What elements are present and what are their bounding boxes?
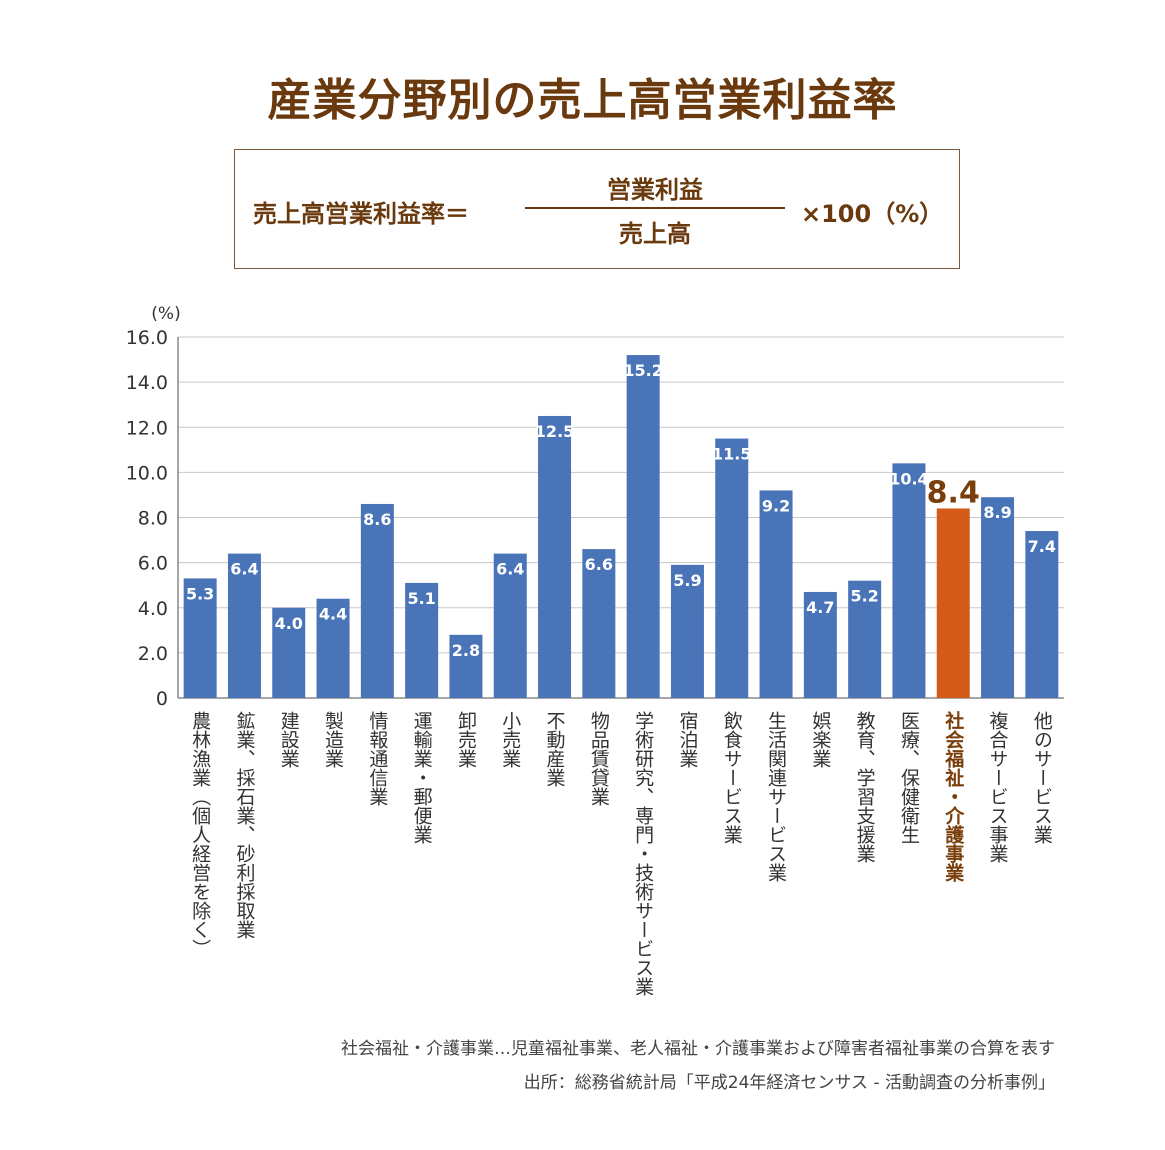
formula-denominator: 売上高 (619, 220, 691, 248)
y-tick-label: 8.0 (138, 508, 168, 530)
bar (582, 549, 616, 698)
bar (981, 497, 1015, 698)
bar (759, 490, 793, 698)
bar-value-label: 10.4 (889, 469, 928, 488)
y-tick-label: 12.0 (126, 417, 168, 439)
x-category-label: 教育、学習支援業 (854, 711, 876, 863)
x-category-label: 医療、保健衛生 (898, 711, 920, 844)
x-category-label: 製造業 (322, 711, 344, 768)
formula-rhs: ×100（%） (801, 200, 944, 228)
bar-value-label: 9.2 (762, 496, 790, 515)
x-category-label: 複合サービス事業 (987, 711, 1009, 863)
formula-numerator: 営業利益 (607, 176, 703, 204)
bar-value-label: 11.5 (712, 445, 751, 464)
x-category-label: 物品賃貸業 (588, 711, 610, 806)
x-category-label: 農林漁業（個人経営を除く） (189, 711, 211, 958)
bar (936, 508, 970, 698)
bar (360, 503, 394, 698)
bar-value-label: 4.7 (806, 598, 834, 617)
x-category-label: 生活関連サービス業 (765, 711, 787, 882)
bar (227, 553, 261, 698)
bar-value-label: 8.9 (983, 503, 1011, 522)
bar-value-label: 6.4 (230, 560, 258, 579)
bar-value-label: 5.2 (850, 587, 878, 606)
y-unit-label: (%) (151, 304, 180, 324)
bar (493, 553, 527, 698)
bar (538, 415, 572, 698)
bar-value-label: 7.4 (1028, 537, 1056, 556)
x-category-label: 娯楽業 (809, 711, 831, 768)
bar (1025, 531, 1059, 698)
x-category-label: 他のサービス業 (1031, 711, 1053, 844)
formula-lhs: 売上高営業利益率＝ (253, 200, 469, 228)
bar-value-label: 12.5 (535, 422, 574, 441)
x-category-label: 不動産業 (544, 711, 566, 787)
bar (272, 607, 306, 698)
y-tick-label: 4.0 (138, 598, 168, 620)
bar-chart: 0 2.0 4.0 6.0 8.0 10.0 12.0 14.0 16.0 (%) 5.3 農林漁業（… (126, 304, 1064, 996)
x-category-label: 卸売業 (455, 711, 477, 768)
bar-value-label: 5.3 (186, 584, 214, 603)
y-tick-label: 14.0 (126, 372, 168, 394)
bar (670, 564, 704, 698)
bar (405, 582, 439, 698)
x-category-label: 運輸業・郵便業 (411, 711, 433, 844)
bar-value-label: 15.2 (623, 361, 662, 380)
x-category-label: 小売業 (499, 711, 521, 768)
formula-fraction-line (525, 207, 785, 209)
bar (715, 438, 749, 698)
bar-value-label: 6.4 (496, 560, 524, 579)
bar-value-label: 6.6 (585, 555, 613, 574)
bar-value-label: 4.4 (319, 605, 347, 624)
y-tick-label: 0 (156, 688, 168, 710)
chart-title: 産業分野別の売上高営業利益率 (267, 75, 898, 126)
x-category-label: 学術研究、専門・技術サービス業 (632, 711, 654, 996)
bar-value-label: 4.0 (275, 614, 303, 633)
formula-box: 売上高営業利益率＝ 営業利益 売上高 ×100（%） (234, 149, 960, 269)
x-category-label: 飲食サービス業 (721, 711, 743, 844)
x-category-label: 宿泊業 (676, 711, 698, 768)
y-tick-label: 10.0 (126, 462, 168, 484)
y-tick-label: 2.0 (138, 643, 168, 665)
x-category-label: 鉱業、採石業、砂利採取業 (233, 711, 255, 939)
footnote-definition: 社会福祉・介護事業…児童福祉事業、老人福祉・介護事業および障害者福祉事業の合算を… (341, 1039, 1055, 1059)
x-category-label: 建設業 (278, 711, 300, 768)
bar (449, 634, 483, 698)
y-tick-label: 16.0 (126, 327, 168, 349)
bar-value-label: 8.6 (363, 510, 391, 529)
bar-value-label: 5.9 (673, 571, 701, 590)
bar (848, 580, 882, 698)
x-category-label: 社会福祉・介護事業 (942, 710, 965, 883)
y-tick-label: 6.0 (138, 553, 168, 575)
bar (183, 578, 217, 698)
bar (803, 591, 837, 698)
bar-value-label: 2.8 (452, 641, 480, 660)
bar-value-label: 5.1 (407, 589, 435, 608)
footnote-source: 出所：総務省統計局「平成24年経済センサス - 活動調査の分析事例」 (523, 1073, 1055, 1093)
bar (626, 355, 660, 698)
bar (892, 463, 926, 698)
bar (316, 598, 350, 698)
x-category-label: 情報通信業 (366, 711, 388, 806)
bar-value-label: 8.4 (927, 475, 980, 510)
